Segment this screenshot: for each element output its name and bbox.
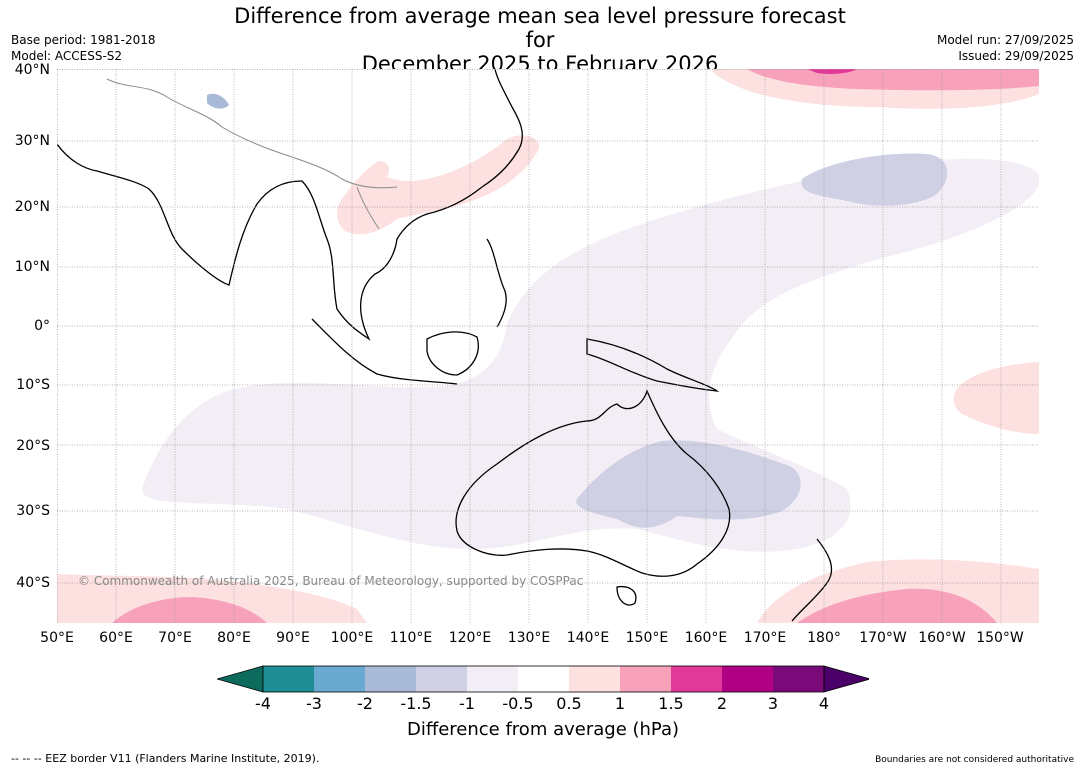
lon-label: 170°E xyxy=(743,630,787,646)
anomaly-neg-australia xyxy=(576,440,801,528)
lat-label: 10°N xyxy=(14,259,50,275)
colorbar-label: Difference from average (hPa) xyxy=(406,719,680,740)
coast-sumatra-java xyxy=(311,318,458,385)
copyright-notice: © Commonwealth of Australia 2025, Bureau… xyxy=(78,574,584,588)
lon-label: 140°E xyxy=(566,630,610,646)
colorbar-bin xyxy=(365,666,416,692)
lat-label: 20°N xyxy=(14,199,50,215)
colorbar-tick: 1.5 xyxy=(658,694,684,713)
colorbar-tick: 0.5 xyxy=(556,694,582,713)
coast-east-asia xyxy=(481,69,523,188)
lon-label: 50°E xyxy=(40,630,74,646)
colorbar-tick: 3 xyxy=(767,694,779,713)
colorbar-bin xyxy=(416,666,467,692)
run-info: Model run: 27/09/2025 Issued: 29/09/2025 xyxy=(937,32,1074,64)
coast-australia xyxy=(455,389,731,577)
lon-label: 110°E xyxy=(389,630,433,646)
coast-southeast-asia xyxy=(301,180,483,341)
lon-label: 100°E xyxy=(330,630,374,646)
country-boundaries xyxy=(106,78,398,230)
colorbar-tick: -3 xyxy=(306,694,322,713)
colorbar-frame xyxy=(262,665,825,693)
coastlines xyxy=(57,69,833,622)
colorbar-tick: -0.5 xyxy=(502,694,534,713)
model-name-text: Model: ACCESS-S2 xyxy=(11,49,123,63)
lat-label: 30°N xyxy=(14,133,50,149)
coast-philippines xyxy=(486,238,507,328)
lon-label: 150°E xyxy=(625,630,669,646)
map-canvas xyxy=(57,69,1039,623)
coast-new-guinea xyxy=(586,338,720,392)
lon-label: 80°E xyxy=(217,630,251,646)
colorbar-tick: 2 xyxy=(716,694,728,713)
colorbar-extend-min xyxy=(217,665,264,693)
lon-label: 150°W xyxy=(976,630,1024,646)
anomaly-neg-north-pacific xyxy=(801,153,948,206)
lat-label: 0° xyxy=(34,318,50,334)
lon-label: 160°W xyxy=(918,630,966,646)
lat-label: 20°S xyxy=(16,438,50,454)
base-period-text: Base period: 1981-2018 xyxy=(11,33,156,47)
colorbar-tick: -1.5 xyxy=(400,694,432,713)
lon-label: 120°E xyxy=(448,630,492,646)
lon-label: 180° xyxy=(807,630,841,646)
eez-border-note: -- -- -- EEZ border V11 (Flanders Marine… xyxy=(11,752,320,765)
colorbar-bin xyxy=(773,666,824,692)
model-info: Base period: 1981-2018 Model: ACCESS-S2 xyxy=(11,32,156,64)
lon-label: 90°E xyxy=(276,630,310,646)
anomaly-pos-south-china xyxy=(337,135,540,235)
lat-label: 30°S xyxy=(16,503,50,519)
colorbar-bin xyxy=(263,666,314,692)
anomaly-pos-east-south-pacific xyxy=(953,362,1039,434)
anomaly-neg-himalaya xyxy=(207,93,229,109)
pressure-anomaly-map xyxy=(57,69,1039,623)
colorbar-bin xyxy=(671,666,722,692)
coast-arabia-india xyxy=(57,143,303,286)
graticule xyxy=(57,69,1039,623)
lon-label: 70°E xyxy=(158,630,192,646)
model-run-text: Model run: 27/09/2025 xyxy=(936,33,1074,47)
lat-label: 40°S xyxy=(16,575,50,591)
colorbar-bin xyxy=(722,666,773,692)
lon-label: 60°E xyxy=(99,630,133,646)
anomaly-pos-southern-ocean-west-core xyxy=(112,597,267,623)
anomaly-pos-north-pacific-core xyxy=(747,69,1039,91)
colorbar-tick: -1 xyxy=(459,694,475,713)
boundaries-disclaimer: Boundaries are not considered authoritat… xyxy=(875,755,1074,765)
lon-label: 170°W xyxy=(859,630,907,646)
anomaly-pos-north-pacific-peak xyxy=(807,69,857,74)
lon-label: 130°E xyxy=(507,630,551,646)
map-title: Difference from average mean sea level p… xyxy=(220,4,860,76)
title-line-1: Difference from average mean sea level p… xyxy=(234,4,846,52)
colorbar-extend-max xyxy=(823,665,869,693)
colorbar-bin xyxy=(467,666,518,692)
lon-label: 160°E xyxy=(684,630,728,646)
coast-borneo xyxy=(426,331,479,376)
lat-label: 10°S xyxy=(16,377,50,393)
colorbar-bin xyxy=(314,666,365,692)
colorbar-tick: 1 xyxy=(614,694,626,713)
anomaly-pos-southern-ocean-east-core xyxy=(797,588,997,623)
colorbar-bin xyxy=(569,666,620,692)
colorbar xyxy=(217,665,869,693)
colorbar-bins xyxy=(217,665,869,693)
colorbar-tick: -2 xyxy=(357,694,373,713)
lat-label: 40°N xyxy=(14,62,50,78)
coast-tasmania xyxy=(616,585,637,606)
colorbar-tick: -4 xyxy=(255,694,271,713)
issued-date-text: Issued: 29/09/2025 xyxy=(958,49,1074,63)
colorbar-tick: 4 xyxy=(818,694,830,713)
colorbar-bin xyxy=(518,666,569,692)
colorbar-bin xyxy=(620,666,671,692)
